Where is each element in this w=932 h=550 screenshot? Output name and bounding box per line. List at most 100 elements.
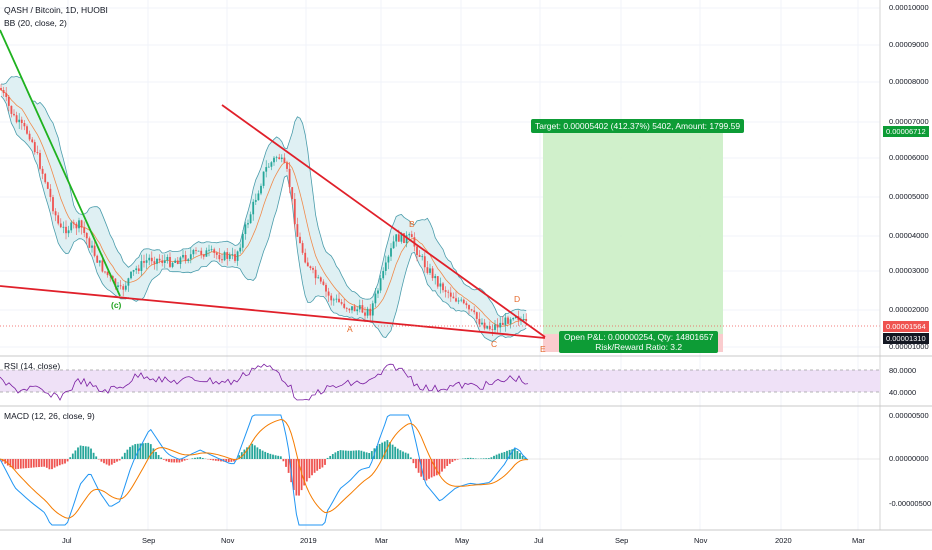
candle-body (351, 306, 353, 311)
macd-histogram-bar (183, 459, 186, 461)
candle-body (236, 251, 239, 261)
macd-histogram-bar (430, 459, 433, 478)
candle-body (455, 298, 457, 302)
target-label[interactable]: Target: 0.00005402 (412.37%) 5402, Amoun… (531, 119, 745, 133)
candle-body (379, 278, 382, 291)
candle-body (158, 258, 161, 261)
candle-body (312, 268, 314, 270)
candle-body (127, 278, 130, 286)
price-tick-label: 0.00009000 (889, 40, 929, 49)
candle-body (62, 226, 65, 228)
macd-histogram-bar (391, 444, 394, 459)
candle-body (338, 298, 340, 303)
macd-histogram-bar (217, 459, 220, 462)
candle-body (405, 235, 408, 243)
bb-indicator-title[interactable]: BB (20, close, 2) (4, 18, 67, 28)
candle-body (410, 234, 413, 238)
candle-body (179, 257, 182, 264)
candle-body (330, 295, 333, 301)
entry-price-marker[interactable]: 0.00001310 (883, 333, 929, 344)
macd-histogram-bar (113, 459, 116, 464)
candle-body (356, 309, 359, 312)
macd-histogram-bar (269, 453, 272, 459)
macd-histogram-bar (181, 459, 183, 462)
bollinger-band-fill (1, 76, 527, 342)
candle-body (366, 308, 369, 316)
candle-body (189, 254, 192, 260)
rsi-indicator-title[interactable]: RSI (14, close) (4, 361, 61, 371)
risk-reward-text: Risk/Reward Ratio: 3.2 (595, 342, 683, 352)
candle-body (525, 319, 528, 322)
macd-histogram-bar (508, 449, 511, 459)
candle-body (239, 247, 242, 252)
wave-label-d: D (514, 294, 521, 304)
candle-body (257, 193, 260, 201)
macd-histogram-bar (251, 443, 254, 459)
macd-histogram-bar (292, 459, 295, 491)
candle-body (353, 306, 356, 312)
candle-body (304, 252, 307, 263)
candle-body (228, 254, 231, 259)
macd-histogram-bar (9, 459, 12, 468)
candle-body (371, 303, 374, 316)
wave-label-c: C (491, 339, 498, 349)
upper-wedge-trendline[interactable] (221, 104, 546, 338)
macd-histogram-bar (298, 459, 300, 496)
macd-histogram-bar (40, 459, 43, 467)
candle-body (169, 256, 171, 267)
candle-body (10, 105, 13, 114)
macd-histogram-bar (248, 445, 251, 459)
candle-body (130, 271, 132, 279)
candle-body (249, 214, 252, 224)
macd-histogram-bar (415, 459, 417, 469)
candle-body (465, 303, 468, 306)
candle-body (358, 305, 361, 310)
macd-histogram-bar (469, 457, 472, 459)
current-price-marker[interactable]: 0.00001564 (883, 321, 929, 332)
target-zone[interactable] (543, 132, 723, 334)
pnl-label[interactable]: Open P&L: 0.00000254, Qty: 14801657 Risk… (559, 331, 719, 353)
macd-histogram-bar (516, 450, 519, 459)
macd-histogram-bar (144, 443, 147, 459)
rsi-band (0, 370, 880, 392)
macd-histogram-bar (279, 456, 282, 459)
macd-histogram-bar (490, 457, 493, 459)
candle-body (122, 286, 125, 290)
macd-histogram-bar (43, 459, 46, 467)
candle-body (319, 277, 322, 282)
candle-body (93, 245, 96, 256)
macd-histogram-bar (303, 459, 306, 486)
macd-histogram-bar (126, 449, 129, 459)
candle-body (473, 310, 476, 313)
macd-indicator-title[interactable]: MACD (12, 26, close, 9) (4, 411, 95, 421)
candle-body (322, 281, 325, 285)
candle-body (280, 157, 283, 160)
candle-body (387, 256, 390, 263)
time-tick-label: Nov (221, 536, 235, 545)
macd-histogram-bar (321, 459, 324, 468)
candle-body (192, 250, 195, 255)
candle-body (150, 257, 153, 262)
target-price-marker[interactable]: 0.00006712 (883, 126, 929, 137)
candle-body (496, 324, 499, 328)
macd-histogram-bar (201, 457, 204, 459)
candle-body (200, 250, 203, 255)
candle-body (111, 276, 114, 279)
candle-body (452, 296, 455, 299)
candle-body (132, 270, 135, 272)
candle-body (273, 157, 275, 163)
macd-histogram-bar (19, 459, 22, 469)
macd-histogram-bar (27, 459, 30, 468)
candle-body (70, 222, 73, 231)
lower-wedge-trendline[interactable] (0, 285, 546, 339)
candle-body (33, 142, 36, 153)
candle-body (124, 285, 127, 290)
target-label-text: Target: 0.00005402 (412.37%) 5402, Amoun… (535, 121, 741, 131)
target-price-marker-text: 0.00006712 (886, 127, 926, 136)
candle-body (431, 268, 434, 279)
candle-body (449, 292, 452, 297)
green-downtrend-line[interactable] (0, 29, 121, 297)
macd-histogram-bar (487, 458, 490, 459)
candle-body (187, 259, 190, 261)
